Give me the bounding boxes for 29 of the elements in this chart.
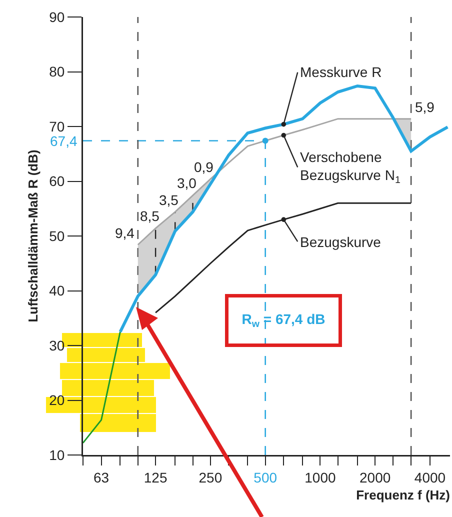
x-tick-label: 4000 bbox=[414, 469, 446, 486]
y-tick-label: 10 bbox=[49, 446, 65, 463]
annotation: Messkurve R bbox=[300, 64, 382, 80]
x-tick-label: 500 bbox=[254, 469, 278, 486]
y-tick-label: 50 bbox=[49, 228, 65, 244]
annotation: Verschobene Bezugskurve N$_{1}$ bbox=[300, 149, 400, 186]
x-tick-label: 125 bbox=[144, 469, 168, 486]
annotation: 8,5 bbox=[140, 208, 160, 224]
x-tick-label: 63 bbox=[94, 469, 110, 486]
y-tick-label: 90 bbox=[49, 8, 65, 25]
y-tick-label: 60 bbox=[49, 173, 65, 190]
y-tick-label: 30 bbox=[49, 337, 65, 354]
y-axis-title: Luftschalldämm-Maß R (dB) bbox=[25, 150, 40, 322]
annotation: 0,9 bbox=[194, 159, 214, 175]
ref-line-label: 67,4 bbox=[50, 133, 78, 149]
y-tick-label: 70 bbox=[49, 118, 65, 134]
y-tick-label: 40 bbox=[49, 282, 65, 299]
annotation: R$_{w}$ = 67,4 dB bbox=[242, 311, 326, 330]
x-axis-title: Frequenz f (Hz) bbox=[356, 488, 450, 503]
annotation: 3,5 bbox=[159, 192, 179, 208]
annotation: 3,0 bbox=[177, 175, 197, 191]
annotation: Bezugskurve bbox=[300, 234, 382, 250]
x-tick-label: 250 bbox=[198, 469, 222, 486]
x-tick-label: 1000 bbox=[304, 469, 336, 486]
x-tick-label: 2000 bbox=[360, 469, 391, 486]
annotation: 9,4 bbox=[115, 225, 135, 241]
y-tick-label: 20 bbox=[49, 392, 65, 408]
y-tick-label: 80 bbox=[49, 64, 65, 80]
annotation: 5,9 bbox=[415, 99, 435, 115]
